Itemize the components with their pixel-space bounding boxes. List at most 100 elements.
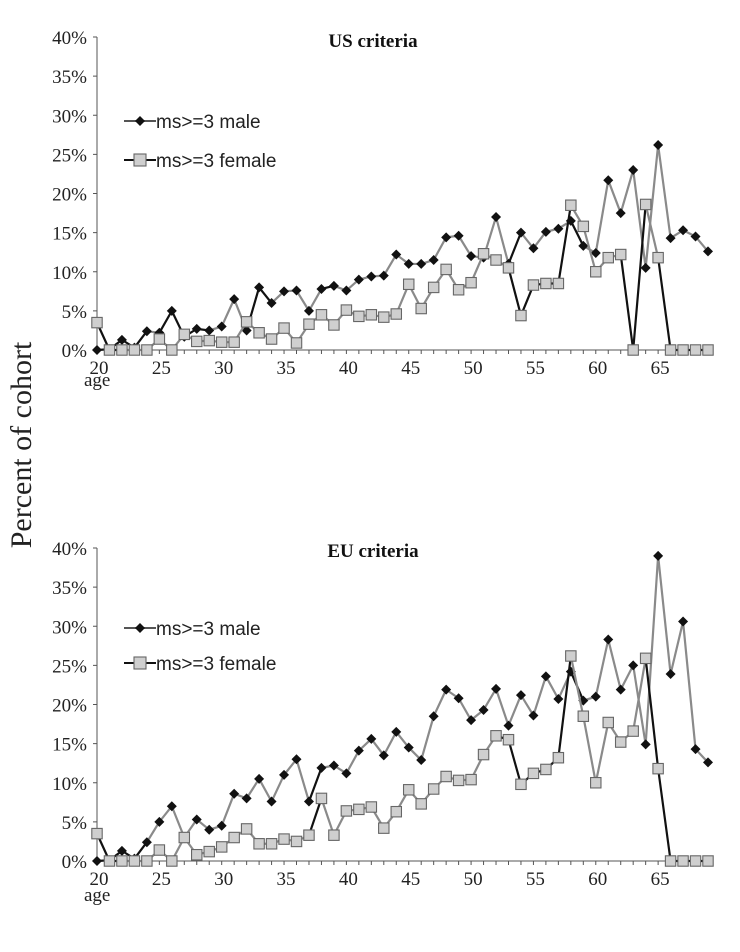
data-point-female — [141, 855, 153, 867]
data-point-female — [440, 263, 452, 276]
series-line-segment — [482, 687, 498, 712]
data-point-female — [664, 344, 677, 356]
data-point-female — [527, 279, 540, 291]
data-point-female — [290, 337, 303, 349]
data-point-female — [315, 309, 328, 321]
data-point-male — [703, 757, 713, 768]
series-line-segment — [295, 289, 311, 312]
data-point-male — [391, 726, 402, 737]
data-point-male — [229, 294, 240, 305]
data-point-male — [703, 246, 713, 257]
legend-marker-male — [135, 116, 145, 126]
series-line-segment — [307, 766, 323, 803]
data-point-female — [378, 311, 390, 323]
legend: ms>=3 male ms>=3 female — [124, 619, 276, 675]
series-line-segment — [582, 715, 597, 784]
data-point-female — [602, 251, 614, 264]
data-point-male — [428, 255, 439, 266]
data-point-male — [478, 704, 489, 715]
data-point-female — [303, 318, 315, 330]
series-line-segment — [582, 225, 597, 273]
data-point-female — [427, 783, 440, 795]
data-point-female — [652, 251, 664, 264]
y-tick-label: 35% — [52, 67, 87, 88]
data-point-male — [291, 285, 302, 296]
x-tick-label: 60 — [588, 358, 607, 379]
series-line-segment — [632, 168, 647, 269]
data-point-male — [528, 710, 539, 721]
data-point-male — [590, 691, 601, 702]
data-point-female — [166, 344, 178, 356]
data-point-female — [390, 805, 403, 818]
data-point-male — [328, 280, 339, 291]
data-point-female — [103, 344, 116, 356]
series-line-segment — [644, 554, 660, 746]
x-tick-label: 55 — [526, 869, 545, 890]
data-point-female — [91, 827, 103, 840]
y-tick-label: 40% — [52, 539, 87, 560]
data-point-female — [577, 220, 590, 233]
data-point-male — [353, 745, 364, 756]
legend-label: ms>=3 female — [156, 151, 276, 172]
data-point-male — [441, 232, 452, 243]
data-point-female — [240, 316, 253, 328]
data-point-female — [178, 831, 191, 844]
y-tick-label: 25% — [52, 145, 87, 166]
data-point-female — [627, 344, 639, 356]
series-line-segment — [220, 792, 236, 827]
data-point-female — [565, 199, 577, 211]
data-point-female — [340, 805, 353, 817]
data-point-male — [303, 305, 314, 316]
data-point-female — [328, 319, 340, 331]
x-tick-label: 30 — [214, 869, 233, 890]
data-point-male — [279, 286, 290, 297]
data-point-female — [153, 844, 166, 856]
data-point-female — [427, 281, 440, 294]
legend-label: ms>=3 male — [156, 112, 261, 133]
y-tick-label: 0% — [62, 852, 88, 873]
data-point-female — [577, 710, 590, 722]
y-tick-label: 20% — [52, 696, 87, 717]
legend: ms>=3 male ms>=3 female — [124, 112, 276, 172]
y-tick-label: 15% — [52, 735, 87, 756]
data-point-female — [402, 278, 415, 291]
data-point-male — [204, 325, 215, 336]
data-point-male — [141, 837, 152, 848]
series-line-segment — [669, 620, 685, 676]
data-point-female — [365, 309, 378, 321]
series-line-segment — [557, 204, 572, 285]
data-point-female — [91, 316, 103, 329]
series-line-segment — [382, 253, 398, 277]
data-point-female — [490, 254, 502, 266]
data-point-male — [166, 801, 177, 812]
series-line-segment — [607, 638, 622, 691]
y-tick-label: 35% — [52, 578, 87, 599]
data-point-female — [540, 763, 552, 776]
data-point-female — [689, 344, 702, 356]
data-point-male — [116, 334, 127, 345]
data-point-female — [565, 650, 577, 662]
data-point-male — [366, 271, 377, 282]
series-line-segment — [432, 236, 448, 262]
series-line-segment — [532, 675, 547, 717]
data-point-male — [316, 762, 327, 773]
series-line-segment — [307, 287, 323, 312]
data-point-male — [341, 285, 352, 296]
series-line-segment — [320, 797, 336, 837]
series-line-segment — [245, 777, 261, 800]
data-point-female — [652, 762, 664, 775]
data-point-female — [128, 344, 141, 356]
data-point-female — [627, 725, 639, 737]
data-point-male — [403, 258, 414, 269]
series-line-segment — [457, 234, 473, 258]
data-point-female — [552, 751, 565, 764]
series-line-segment — [432, 688, 448, 718]
data-point-male — [241, 793, 252, 804]
x-tick-label: 20 — [90, 869, 109, 890]
y-tick-label: 30% — [52, 106, 87, 127]
series-line-segment — [657, 143, 672, 240]
data-point-male — [515, 690, 526, 701]
data-point-female — [515, 309, 527, 322]
y-tick-label: 5% — [62, 813, 88, 834]
